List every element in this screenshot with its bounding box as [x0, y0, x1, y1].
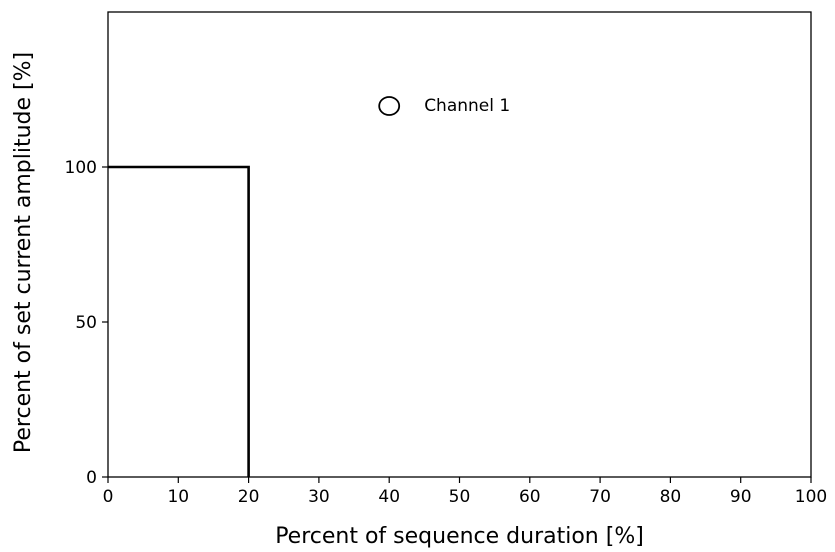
x-tick-label: 100: [795, 487, 827, 507]
series-line: [108, 165, 250, 477]
y-axis-label: Percent of set current amplitude [%]: [11, 52, 36, 453]
x-tick-label: 60: [519, 487, 541, 507]
y-tick-label: 50: [75, 313, 97, 333]
x-tick-label: 50: [449, 487, 471, 507]
plot-layer: 0 10 20 30 40 50 60 70 80 90 100 0 50 100 Channel 1: [65, 11, 827, 507]
x-tick-label: 70: [589, 487, 611, 507]
annotation-marker-circle: [378, 96, 401, 116]
x-tick-label: 10: [167, 487, 189, 507]
x-tick-label: 20: [238, 487, 260, 507]
x-tick-label: 0: [103, 487, 114, 507]
plot-frame: [107, 11, 812, 478]
y-tick-label: 100: [65, 158, 97, 178]
y-tick-label: 0: [86, 468, 97, 488]
x-tick-label: 40: [378, 487, 400, 507]
annotation-label: Channel 1: [424, 96, 510, 116]
x-tick-label: 80: [660, 487, 682, 507]
x-tick-label: 90: [730, 487, 752, 507]
x-axis-label: Percent of sequence duration [%]: [275, 524, 644, 549]
x-tick-label: 30: [308, 487, 330, 507]
